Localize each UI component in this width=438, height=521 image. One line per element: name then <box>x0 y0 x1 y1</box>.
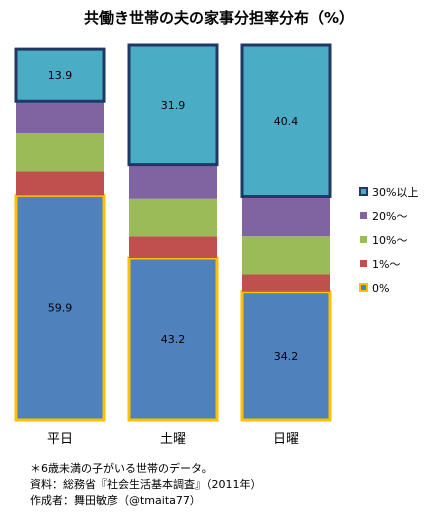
legend-label: 10%～ <box>372 234 407 247</box>
data-label: 13.9 <box>48 69 73 82</box>
bar-segment <box>14 47 106 103</box>
data-label: 34.2 <box>274 350 299 363</box>
bar-segment <box>129 198 217 237</box>
bar-segment <box>16 101 104 134</box>
chart-title: 共働き世帯の夫の家事分担率分布（%） <box>84 9 354 27</box>
bar-segment <box>240 43 332 198</box>
bar-segment <box>129 236 217 258</box>
legend-label: 0% <box>372 282 389 295</box>
data-label: 43.2 <box>161 333 186 346</box>
note-line: 資料：総務省『社会生活基本調査』（2011年） <box>30 478 262 491</box>
legend: 30%以上 20%～ 10%～ 1%～ 0% <box>359 186 418 295</box>
data-label: 31.9 <box>161 99 186 112</box>
legend-swatch <box>360 260 367 267</box>
x-axis-labels: 平日 土曜 日曜 <box>47 432 299 447</box>
note-line: ＊6歳未満の子がいる世帯のデータ。 <box>30 462 213 475</box>
x-tick-label: 土曜 <box>160 432 186 447</box>
bar-segment <box>127 43 219 167</box>
bar-segment <box>242 196 330 237</box>
data-label: 40.4 <box>274 115 299 128</box>
x-tick-label: 日曜 <box>273 432 299 447</box>
bar-segment <box>242 236 330 275</box>
note-line: 作成者：舞田敏彦（@tmaita77） <box>30 494 201 507</box>
bar-segment <box>129 164 217 199</box>
bar-segment <box>16 133 104 172</box>
bar-segment <box>242 274 330 292</box>
legend-swatch <box>359 187 368 196</box>
bars-group: 59.9 13.9 43.2 31.9 34.2 40.4 <box>14 43 332 422</box>
legend-swatch <box>360 212 367 219</box>
bar-segment <box>240 290 332 422</box>
legend-label: 1%～ <box>372 258 400 271</box>
x-tick-label: 平日 <box>47 432 73 447</box>
legend-label: 20%～ <box>372 210 407 223</box>
legend-swatch <box>360 236 367 243</box>
legend-label: 30%以上 <box>372 186 418 199</box>
legend-swatch <box>359 283 368 292</box>
bar-segment <box>14 193 106 422</box>
notes: ＊6歳未満の子がいる世帯のデータ。 資料：総務省『社会生活基本調査』（2011年… <box>30 461 262 509</box>
bar-segment <box>16 171 104 196</box>
data-label: 59.9 <box>48 302 73 315</box>
